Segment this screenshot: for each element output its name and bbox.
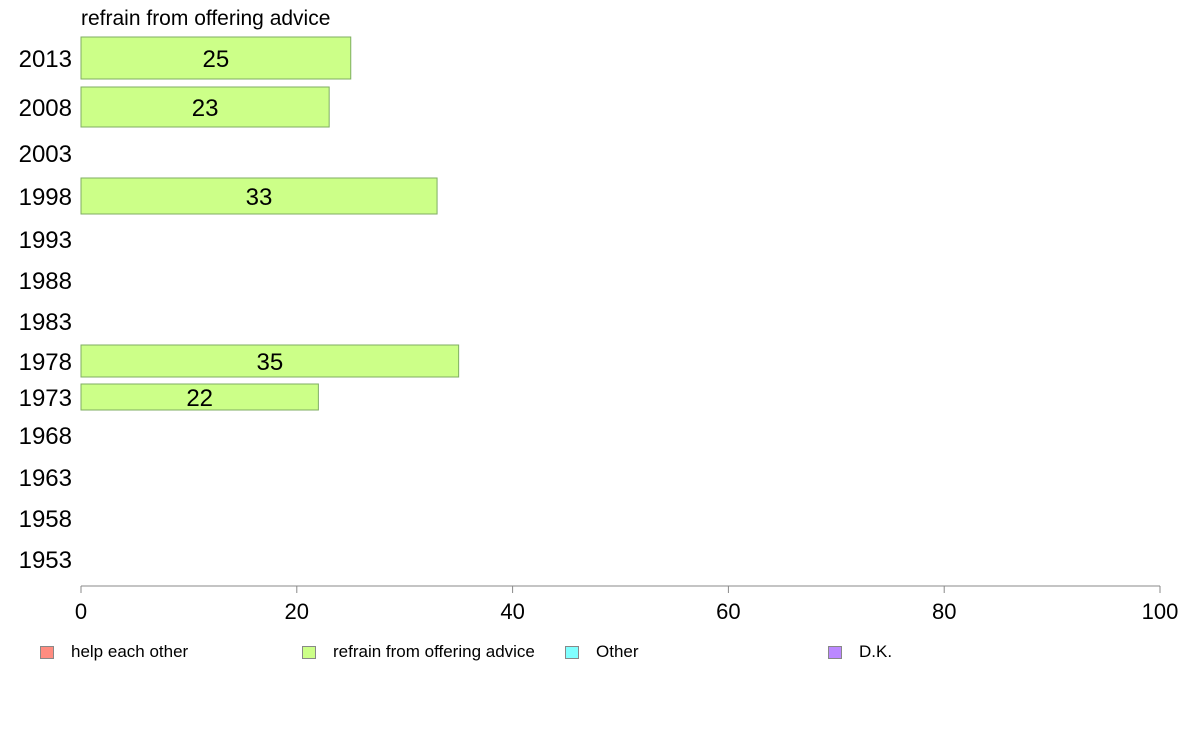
x-tick-label-0: 0 — [75, 599, 87, 624]
x-axis: 0 20 40 60 80 100 — [75, 585, 1179, 624]
x-tick-label-40: 40 — [500, 599, 524, 624]
year-label-1958: 1958 — [19, 506, 72, 533]
bars-group: 25 23 33 35 22 — [80, 36, 460, 412]
year-label-1993: 1993 — [19, 227, 72, 254]
year-label-1963: 1963 — [19, 465, 72, 492]
bar-value-label-2013: 25 — [203, 46, 230, 73]
year-label-1953: 1953 — [19, 547, 72, 574]
bar-2013 — [80, 36, 352, 80]
legend-label: help each other — [71, 642, 189, 661]
bar-1978 — [80, 344, 460, 378]
x-tick-label-100: 100 — [1142, 599, 1179, 624]
legend-swatch — [828, 645, 842, 659]
legend-swatch — [565, 645, 579, 659]
bar-1998 — [80, 177, 438, 215]
legend-label: D.K. — [859, 642, 893, 661]
year-labels-group: 2013 2008 2003 1998 1993 1988 1983 1978 1973 1968… — [19, 46, 72, 574]
legend-swatch — [302, 645, 316, 659]
legend-label: refrain from offering advice — [333, 642, 535, 661]
x-tick-label-80: 80 — [932, 599, 956, 624]
legend-item: Other — [565, 642, 639, 662]
bar-value-label-1978: 35 — [256, 349, 283, 376]
legend-item: D.K. — [828, 642, 892, 662]
year-label-1988: 1988 — [19, 268, 72, 295]
year-label-2013: 2013 — [19, 46, 72, 73]
legend-item: help each other — [40, 642, 188, 662]
legend-item: refrain from offering advice — [302, 642, 535, 662]
year-label-2003: 2003 — [19, 141, 72, 168]
year-label-2008: 2008 — [19, 95, 72, 122]
bar-chart: refrain from offering advice 2523333522 … — [19, 7, 1179, 624]
legend-swatch — [40, 645, 54, 659]
year-label-1998: 1998 — [19, 184, 72, 211]
bar-2008 — [80, 86, 330, 128]
bar-value-label-2008: 23 — [192, 95, 219, 122]
bar-value-label-1998: 33 — [246, 184, 273, 211]
x-tick-label-60: 60 — [716, 599, 740, 624]
year-label-1973: 1973 — [19, 385, 72, 412]
year-label-1968: 1968 — [19, 423, 72, 450]
bar-1973 — [80, 383, 319, 411]
bar-value-label-1973: 22 — [186, 385, 213, 412]
x-tick-label-20: 20 — [285, 599, 309, 624]
year-label-1983: 1983 — [19, 309, 72, 336]
year-label-1978: 1978 — [19, 349, 72, 376]
legend-label: Other — [596, 642, 639, 661]
legend: help each other refrain from offering adv… — [0, 642, 1188, 662]
chart-title: refrain from offering advice — [81, 7, 330, 30]
